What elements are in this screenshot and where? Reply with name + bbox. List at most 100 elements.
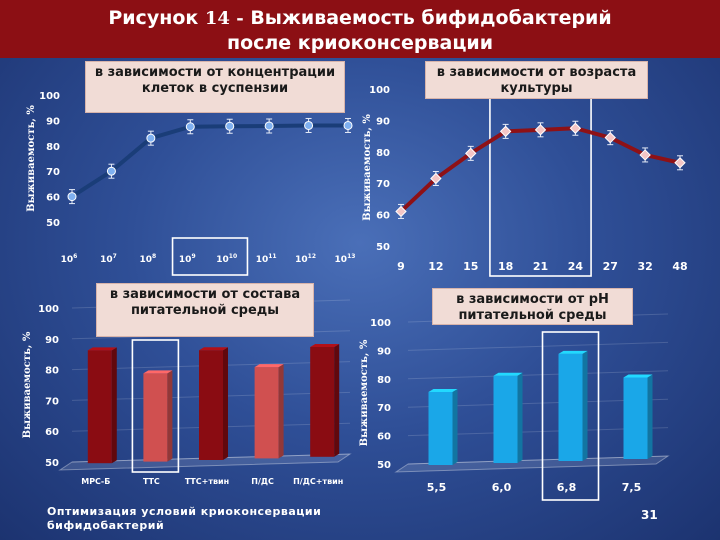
data-point — [146, 133, 156, 143]
y-tick-label-0: 60 — [46, 193, 60, 204]
data-point — [225, 121, 235, 131]
y-tick-label-3: 60 — [377, 432, 391, 443]
footer-caption: Оптимизация условий криоконсервации бифи… — [47, 505, 322, 532]
data-point — [430, 172, 442, 185]
bar-top-2 — [254, 364, 284, 368]
y-tick-label-3: 90 — [377, 346, 391, 357]
y-tick-label-3: 100 — [370, 318, 391, 329]
x-tick-label-1: 21 — [533, 260, 548, 273]
slide-title: Рисунок 14 - Выживаемость бифидобактерий… — [0, 0, 720, 58]
chart-note-medium: в зависимости от состава питательной сре… — [96, 283, 314, 337]
data-point — [569, 122, 582, 134]
x-tick-label-1: 24 — [568, 260, 584, 273]
data-point — [304, 120, 314, 130]
bar-top-3 — [493, 372, 523, 376]
bar-top-2 — [199, 347, 228, 351]
y-tick-label-1: 90 — [376, 116, 390, 127]
bar-3 — [558, 353, 583, 461]
bar-top-2 — [87, 347, 117, 351]
bar-side-3 — [582, 350, 588, 461]
y-tick-label-1: 100 — [369, 85, 390, 96]
x-tick-label-2: ТТС — [143, 477, 160, 486]
x-tick-label-0: 1010 — [216, 253, 237, 265]
x-tick-label-1: 15 — [463, 260, 478, 273]
data-point — [343, 120, 353, 130]
series-line-1 — [399, 126, 681, 213]
title-line-2: после криоконсервации — [226, 32, 494, 54]
x-tick-label-0: 1013 — [335, 253, 356, 265]
chart-note-ph: в зависимости от pH питательной среды — [432, 288, 633, 325]
x-tick-label-2: П/ДС — [251, 477, 274, 486]
y-axis-label-3: Выживаемость, % — [359, 339, 370, 446]
bar-top-3 — [558, 350, 588, 354]
page-number: 31 — [641, 508, 658, 522]
bar-3 — [623, 377, 648, 459]
y-tick-label-2: 90 — [45, 335, 59, 346]
title-line1-rest: Выживаемость бифидобактерий — [250, 7, 612, 29]
grid-line-3 — [407, 370, 669, 380]
x-tick-label-1: 18 — [498, 260, 513, 273]
bar-2 — [143, 373, 168, 462]
bar-2 — [254, 367, 279, 459]
y-tick-label-0: 90 — [46, 116, 60, 127]
y-tick-label-1: 80 — [376, 148, 390, 159]
data-point — [639, 149, 651, 161]
y-tick-label-1: 70 — [376, 179, 390, 190]
y-tick-label-2: 60 — [45, 427, 59, 438]
x-tick-label-3: 6,8 — [557, 481, 577, 494]
bar-side-3 — [517, 372, 523, 463]
bar-side-3 — [647, 374, 653, 459]
x-tick-label-3: 6,0 — [492, 481, 512, 494]
y-axis-label-1: Выживаемость, % — [362, 114, 373, 221]
data-point — [499, 125, 512, 138]
x-tick-label-0: 109 — [179, 253, 196, 265]
title-number: 14 - — [204, 8, 244, 29]
bar-side-2 — [167, 370, 173, 462]
y-tick-label-2: 70 — [45, 396, 59, 407]
data-point — [674, 157, 686, 169]
y-tick-label-0: 100 — [39, 91, 60, 102]
x-tick-label-0: 108 — [139, 253, 156, 265]
highlight-box-3 — [541, 331, 600, 501]
bar-top-2 — [143, 370, 173, 374]
data-point — [534, 124, 547, 136]
chart-note-culture-age: в зависимости от возраста культуры — [425, 61, 648, 99]
data-point — [604, 131, 616, 144]
bar-side-2 — [334, 344, 340, 457]
y-tick-label-3: 70 — [377, 403, 391, 414]
title-prefix: Рисунок — [108, 7, 199, 29]
bar-2 — [310, 347, 335, 457]
y-tick-label-2: 80 — [45, 366, 59, 377]
bar-side-2 — [278, 364, 284, 459]
highlight-box-0 — [171, 237, 249, 276]
data-point — [465, 147, 477, 160]
x-tick-label-2: П/ДС+твин — [293, 477, 343, 486]
x-tick-label-1: 48 — [672, 260, 687, 273]
bar-side-2 — [223, 347, 228, 460]
y-tick-label-0: 50 — [46, 218, 60, 229]
data-point — [67, 192, 77, 202]
y-tick-label-0: 80 — [46, 142, 60, 153]
bar-2 — [87, 350, 112, 464]
y-tick-label-0: 70 — [46, 167, 60, 178]
series-line-0 — [70, 123, 348, 199]
x-tick-label-1: 27 — [603, 260, 618, 273]
x-tick-label-1: 12 — [428, 260, 443, 273]
y-tick-label-3: 80 — [377, 375, 391, 386]
grid-line-3 — [407, 341, 669, 351]
bar-3 — [428, 392, 453, 465]
bar-top-3 — [428, 389, 458, 392]
data-point — [106, 166, 116, 176]
x-tick-label-2: МРС-Б — [81, 477, 110, 486]
x-tick-label-1: 9 — [397, 260, 405, 273]
x-tick-label-0: 106 — [61, 253, 78, 265]
bar-top-3 — [623, 374, 653, 378]
y-tick-label-3: 50 — [377, 460, 391, 471]
x-tick-label-0: 1012 — [295, 253, 316, 265]
x-tick-label-3: 5,5 — [427, 481, 447, 494]
data-point — [395, 205, 407, 218]
y-tick-label-1: 50 — [376, 242, 390, 253]
bar-3 — [493, 375, 518, 463]
x-tick-label-1: 32 — [637, 260, 652, 273]
